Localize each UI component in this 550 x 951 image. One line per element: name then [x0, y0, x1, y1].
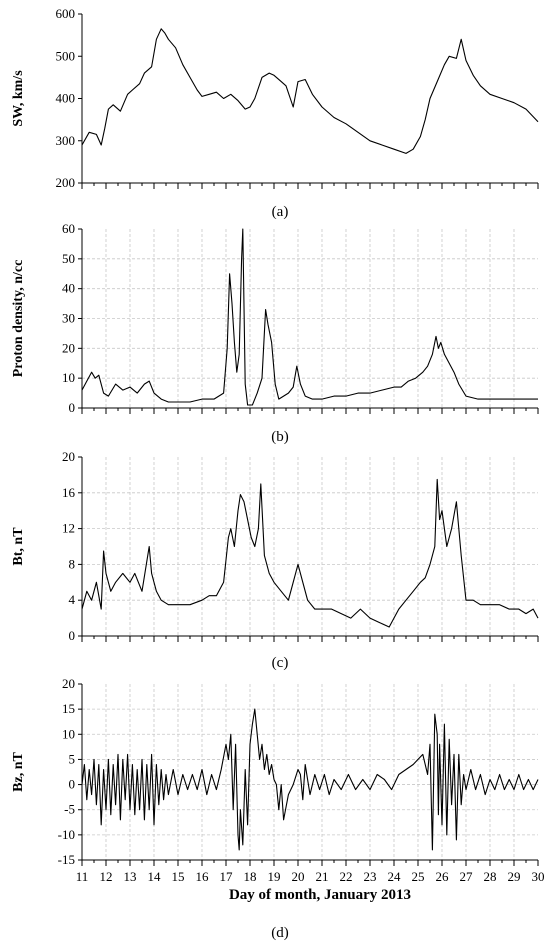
y-tick-label: 0: [69, 400, 76, 415]
series-line: [81, 708, 539, 851]
x-tick-label: 24: [388, 869, 402, 884]
x-tick-label: 11: [76, 869, 89, 884]
y-tick-label: 20: [62, 449, 75, 464]
panel-caption: (c): [272, 655, 289, 671]
series-line: [81, 478, 539, 628]
y-tick-label: 200: [56, 175, 76, 190]
y-tick-label: 15: [62, 701, 75, 716]
y-tick-label: 0: [69, 628, 76, 643]
y-tick-label: 10: [62, 726, 75, 741]
x-tick-label: 26: [436, 869, 450, 884]
y-tick-label: 60: [62, 221, 75, 236]
x-tick-label: 17: [220, 869, 234, 884]
y-axis-label: Bt, nT: [11, 527, 26, 566]
y-tick-label: 20: [62, 340, 75, 355]
x-axis-label: Day of month, January 2013: [229, 887, 411, 903]
x-tick-label: 25: [412, 869, 425, 884]
y-tick-label: -10: [58, 827, 75, 842]
x-tick-label: 20: [292, 869, 305, 884]
y-tick-label: 400: [56, 91, 76, 106]
x-tick-label: 23: [364, 869, 377, 884]
panel-caption: (b): [271, 429, 289, 445]
y-tick-label: 500: [56, 48, 76, 63]
x-tick-label: 27: [460, 869, 474, 884]
y-tick-label: 4: [69, 592, 76, 607]
y-tick-label: 600: [56, 6, 76, 21]
y-tick-label: 0: [69, 777, 76, 792]
y-tick-label: 16: [62, 485, 76, 500]
x-tick-label: 19: [268, 869, 281, 884]
y-axis-label: SW, km/s: [11, 70, 26, 127]
y-tick-label: 10: [62, 370, 75, 385]
y-tick-label: -15: [58, 852, 75, 867]
panel-caption: (a): [272, 204, 289, 220]
x-tick-label: 30: [532, 869, 545, 884]
y-tick-label: -5: [64, 802, 75, 817]
x-tick-label: 29: [508, 869, 521, 884]
y-tick-label: 40: [62, 281, 75, 296]
y-tick-label: 8: [69, 556, 76, 571]
y-tick-label: 20: [62, 676, 75, 691]
x-tick-label: 16: [196, 869, 210, 884]
y-tick-label: 50: [62, 251, 75, 266]
x-tick-label: 14: [148, 869, 162, 884]
x-tick-label: 12: [100, 869, 113, 884]
x-tick-label: 28: [484, 869, 497, 884]
series-line: [81, 228, 538, 406]
x-tick-label: 13: [124, 869, 137, 884]
x-tick-label: 22: [340, 869, 353, 884]
y-axis-label: Bz, nT: [11, 752, 26, 792]
panel-caption: (d): [271, 925, 289, 941]
x-tick-label: 15: [172, 869, 185, 884]
x-tick-label: 18: [244, 869, 257, 884]
x-tick-label: 21: [316, 869, 329, 884]
y-axis-label: Proton density, n/cc: [11, 260, 26, 378]
y-tick-label: 300: [56, 133, 76, 148]
y-tick-label: 30: [62, 311, 75, 326]
y-tick-label: 12: [62, 521, 75, 536]
series-line: [81, 28, 539, 154]
y-tick-label: 5: [69, 751, 76, 766]
